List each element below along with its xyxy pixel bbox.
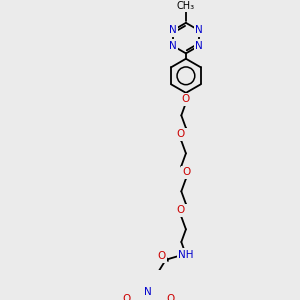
Text: N: N xyxy=(144,287,152,297)
Text: N: N xyxy=(169,41,177,51)
Text: O: O xyxy=(166,294,174,300)
Text: O: O xyxy=(122,294,130,300)
Text: O: O xyxy=(182,167,190,177)
Text: O: O xyxy=(177,129,185,140)
Text: N: N xyxy=(144,286,152,296)
Text: N: N xyxy=(195,41,203,51)
Text: N: N xyxy=(169,26,177,35)
Text: CH₃: CH₃ xyxy=(177,1,195,11)
Text: NH: NH xyxy=(178,250,194,260)
Text: O: O xyxy=(182,94,190,104)
Text: N: N xyxy=(195,26,203,35)
Text: O: O xyxy=(177,205,185,215)
Text: O: O xyxy=(158,251,166,261)
